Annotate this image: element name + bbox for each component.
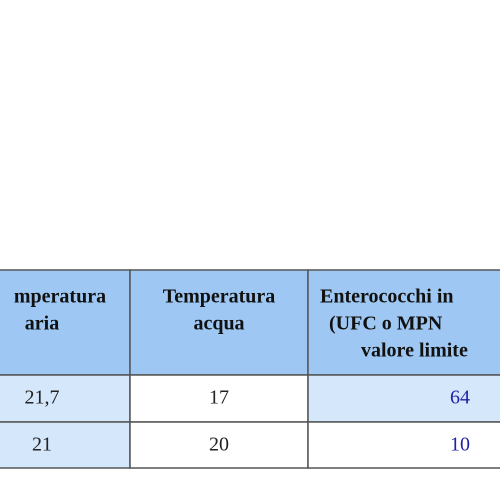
cell-text: 20	[209, 434, 229, 456]
cell	[307, 374, 500, 423]
cell	[129, 374, 309, 423]
cell-text: 21,7	[25, 387, 60, 409]
header-text: Temperatura	[163, 286, 276, 308]
header-text: Enterococchi in	[320, 286, 454, 308]
cell	[0, 421, 131, 469]
cell-text: 10	[450, 434, 470, 456]
cell	[0, 374, 131, 423]
table: mperatura aria Temperatura acqua Enteroc…	[0, 269, 500, 469]
cell-text: 21	[32, 434, 52, 456]
header-text: (UFC o MPN	[329, 313, 443, 335]
header-text: mperatura	[14, 286, 106, 308]
header-text: valore limite	[361, 340, 468, 362]
header-text: acqua	[193, 313, 244, 335]
header-cell	[307, 269, 500, 376]
cell-text: 64	[450, 387, 470, 409]
header-text: aria	[25, 313, 59, 335]
header-cell	[0, 269, 131, 376]
cell-text: 17	[209, 387, 229, 409]
cell	[307, 421, 500, 469]
